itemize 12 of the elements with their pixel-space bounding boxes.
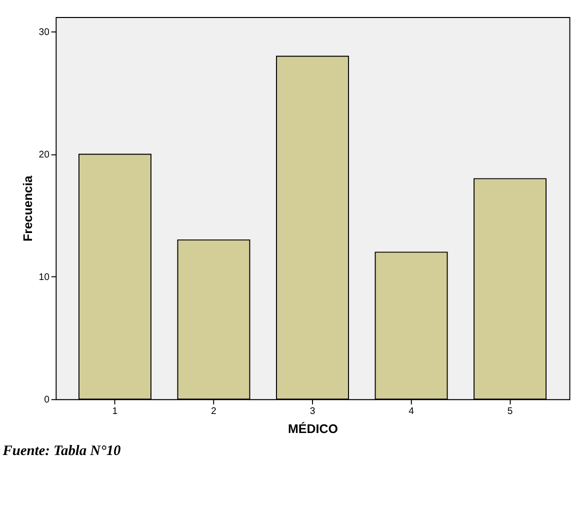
y-tick-label: 30: [38, 27, 50, 38]
x-tick-label: 4: [408, 406, 415, 418]
y-tick-label: 20: [38, 150, 50, 161]
source-note: Fuente: Tabla N°10: [2, 442, 121, 459]
x-tick-label: 2: [211, 406, 216, 418]
y-axis-title: Frecuencia: [21, 174, 36, 242]
x-axis-title: MÉDICO: [288, 421, 338, 436]
x-tick-label: 3: [310, 406, 316, 418]
y-tick-label: 0: [44, 394, 50, 406]
x-tick-label: 5: [507, 406, 513, 418]
y-tick-label: 10: [38, 272, 50, 284]
x-tick-label: 1: [112, 406, 118, 418]
